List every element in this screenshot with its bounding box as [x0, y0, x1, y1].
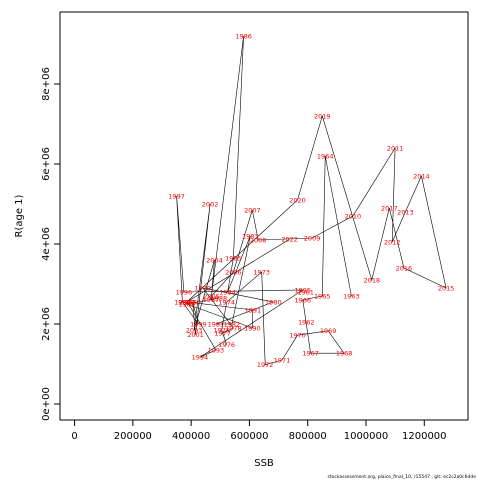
year-label-1990: 1990: [244, 324, 261, 332]
year-label-1973: 1973: [253, 268, 270, 276]
y-tick-label: 0e+00: [41, 387, 52, 421]
y-tick-label: 6e+06: [41, 147, 52, 181]
year-label-1970: 1970: [289, 332, 306, 340]
y-tick-label: 8e+06: [41, 67, 52, 101]
y-axis-title: R(age 1): [14, 194, 25, 237]
year-label-1971: 1971: [274, 356, 291, 364]
year-label-1967: 1967: [302, 350, 319, 358]
year-label-1983: 1983: [242, 232, 259, 240]
year-label-2009: 2009: [304, 234, 321, 242]
y-tick-label: 4e+06: [41, 227, 52, 261]
x-axis-title: SSB: [254, 458, 274, 469]
year-label-1968: 1968: [336, 350, 353, 358]
year-label-1995: 1995: [294, 286, 311, 294]
year-label-2021: 2021: [178, 298, 195, 306]
y-axis: 0e+00 2e+06 4e+06 6e+06 8e+06: [41, 67, 61, 421]
year-label-1987: 1987: [203, 296, 220, 304]
year-label-1994: 1994: [192, 354, 209, 362]
year-label-2010: 2010: [345, 212, 362, 220]
x-tick-label: 200000: [114, 431, 152, 442]
year-label-1981: 1981: [208, 320, 225, 328]
year-label-1989: 1989: [178, 300, 195, 308]
year-label-1978: 1978: [225, 324, 242, 332]
year-label-1985: 1985: [225, 254, 242, 262]
year-label-2022: 2022: [281, 236, 298, 244]
x-axis: 0 200000 400000 600000 800000 1000000 1200000: [71, 419, 447, 442]
year-label-2008: 2008: [250, 236, 267, 244]
year-label-2019: 2019: [314, 112, 331, 120]
year-label-1988: 1988: [211, 294, 228, 302]
year-label-1964: 1964: [317, 152, 334, 160]
year-label-1979: 1979: [195, 284, 212, 292]
year-label-1984: 1984: [219, 288, 236, 296]
year-label-1993: 1993: [208, 346, 225, 354]
year-label-1997: 1997: [168, 192, 185, 200]
year-label-1963: 1963: [343, 292, 360, 300]
year-label-1962: 1962: [298, 318, 315, 326]
year-label-2004: 2004: [206, 256, 223, 264]
year-label-2011: 2011: [387, 144, 404, 152]
year-label-1982: 1982: [224, 320, 241, 328]
year-label-1980: 1980: [265, 298, 282, 306]
x-tick-label: 0: [71, 431, 77, 442]
year-label-1975: 1975: [213, 326, 230, 334]
x-tick-label: 1000000: [344, 431, 389, 442]
y-tick-label: 2e+06: [41, 307, 52, 341]
year-label-2005: 2005: [203, 292, 220, 300]
year-label-1998: 1998: [174, 298, 191, 306]
x-tick-label: 800000: [289, 431, 327, 442]
series-line: [176, 35, 447, 366]
year-label-2001: 2001: [187, 331, 204, 339]
year-label-1966: 1966: [294, 296, 311, 304]
year-label-1986: 1986: [235, 32, 252, 40]
year-label-1972: 1972: [257, 361, 274, 369]
year-label-2013: 2013: [397, 208, 414, 216]
year-label-1974: 1974: [218, 298, 235, 306]
year-label-2006: 2006: [225, 268, 242, 276]
year-label-2007: 2007: [244, 206, 261, 214]
year-label-1992: 1992: [179, 298, 196, 306]
year-label-1969: 1969: [320, 327, 337, 335]
recruitment-trajectory: [176, 35, 447, 366]
year-label-2016: 2016: [396, 264, 413, 272]
year-label-1976: 1976: [218, 341, 235, 349]
year-label-1965: 1965: [314, 292, 331, 300]
year-label-2014: 2014: [413, 172, 430, 180]
year-label-2002: 2002: [202, 200, 219, 208]
year-label-1961: 1961: [297, 288, 314, 296]
year-label-2017: 2017: [381, 204, 398, 212]
year-label-2018: 2018: [364, 276, 381, 284]
year-label-2000: 2000: [184, 298, 201, 306]
year-label-2003: 2003: [186, 326, 203, 334]
year-label-2020: 2020: [289, 196, 306, 204]
year-label-1999: 1999: [190, 320, 207, 328]
x-tick-label: 600000: [230, 431, 268, 442]
x-tick-label: 400000: [172, 431, 210, 442]
year-label-1991: 1991: [245, 306, 262, 314]
footer-text: stockassessment.org, plaice_final_10, r1…: [327, 474, 476, 480]
x-tick-label: 1200000: [402, 431, 447, 442]
year-label-2012: 2012: [384, 238, 401, 246]
year-label-2015: 2015: [438, 284, 455, 292]
year-label-1977: 1977: [214, 330, 231, 338]
year-label-1996: 1996: [176, 288, 193, 296]
